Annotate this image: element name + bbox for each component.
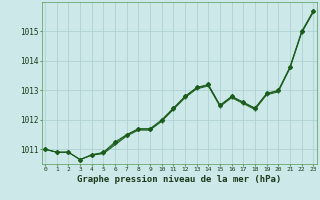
X-axis label: Graphe pression niveau de la mer (hPa): Graphe pression niveau de la mer (hPa) <box>77 175 281 184</box>
